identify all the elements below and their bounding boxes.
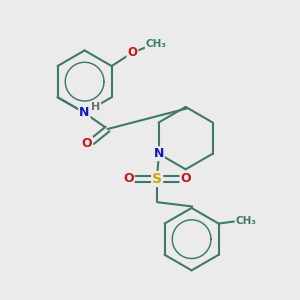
Text: CH₃: CH₃ <box>146 39 167 49</box>
Text: CH₃: CH₃ <box>236 216 256 226</box>
Text: O: O <box>181 172 191 185</box>
Text: N: N <box>79 106 89 119</box>
Text: S: S <box>152 172 162 186</box>
Text: O: O <box>81 137 92 150</box>
Text: H: H <box>91 102 100 112</box>
Text: O: O <box>128 46 137 59</box>
Text: O: O <box>123 172 134 185</box>
Text: N: N <box>154 147 164 160</box>
